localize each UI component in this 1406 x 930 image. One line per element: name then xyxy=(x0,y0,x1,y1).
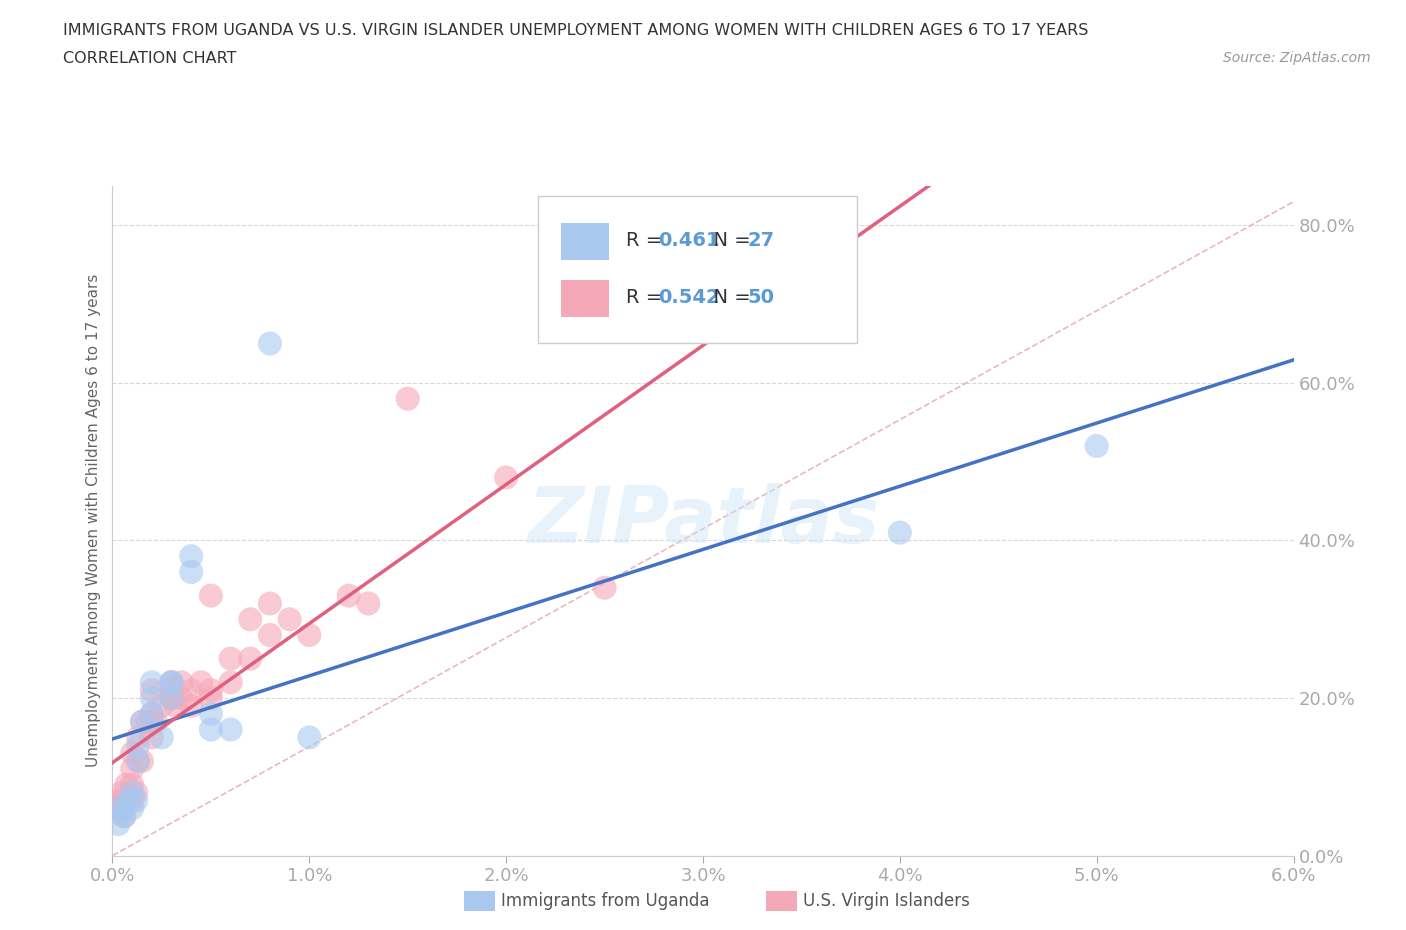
Point xyxy=(200,722,222,737)
Point xyxy=(111,801,134,816)
Point xyxy=(131,714,153,729)
Point xyxy=(141,707,163,722)
Point xyxy=(259,628,281,643)
Text: N =: N = xyxy=(700,288,756,307)
Point xyxy=(219,722,242,737)
Point xyxy=(136,714,159,729)
FancyBboxPatch shape xyxy=(537,196,856,343)
Point xyxy=(150,698,173,713)
Point xyxy=(131,753,153,768)
Point xyxy=(170,691,193,706)
Text: 50: 50 xyxy=(748,288,775,307)
Point xyxy=(121,777,143,792)
Point xyxy=(239,612,262,627)
Point xyxy=(145,714,167,729)
Point xyxy=(107,801,129,816)
Point xyxy=(117,793,139,808)
FancyBboxPatch shape xyxy=(561,223,609,259)
Point xyxy=(141,714,163,729)
Point xyxy=(219,651,242,666)
Point xyxy=(1085,439,1108,454)
Point xyxy=(121,801,143,816)
Point xyxy=(107,801,129,816)
Point xyxy=(125,793,148,808)
Point xyxy=(115,777,138,792)
Point xyxy=(278,612,301,627)
Point xyxy=(150,730,173,745)
Point xyxy=(259,336,281,351)
Point xyxy=(337,588,360,603)
Point xyxy=(141,730,163,745)
Point xyxy=(105,793,128,808)
Point xyxy=(160,691,183,706)
Point xyxy=(105,804,128,819)
Point xyxy=(200,683,222,698)
Point xyxy=(180,683,202,698)
Point xyxy=(160,675,183,690)
Point xyxy=(112,809,135,824)
Point xyxy=(200,588,222,603)
Point xyxy=(125,785,148,800)
Text: N =: N = xyxy=(700,232,756,250)
Point xyxy=(160,691,183,706)
Point xyxy=(112,809,135,824)
Point xyxy=(190,675,212,690)
Text: Source: ZipAtlas.com: Source: ZipAtlas.com xyxy=(1223,51,1371,65)
Point xyxy=(111,804,134,819)
Point xyxy=(160,683,183,698)
Point xyxy=(160,691,183,706)
Point xyxy=(200,691,222,706)
Point xyxy=(180,565,202,579)
Point xyxy=(141,675,163,690)
Point xyxy=(396,392,419,406)
Text: 0.461: 0.461 xyxy=(658,232,720,250)
Point xyxy=(219,675,242,690)
Text: R =: R = xyxy=(626,232,669,250)
Text: 0.542: 0.542 xyxy=(658,288,720,307)
Point xyxy=(357,596,380,611)
Point xyxy=(180,549,202,564)
Point xyxy=(298,730,321,745)
Point xyxy=(889,525,911,540)
Point xyxy=(121,746,143,761)
Text: U.S. Virgin Islanders: U.S. Virgin Islanders xyxy=(803,892,970,910)
Point xyxy=(141,707,163,722)
Point xyxy=(127,753,149,768)
Point xyxy=(131,714,153,729)
Point xyxy=(141,691,163,706)
Point xyxy=(127,737,149,752)
Point xyxy=(107,817,129,831)
Point xyxy=(121,793,143,808)
Text: CORRELATION CHART: CORRELATION CHART xyxy=(63,51,236,66)
Point xyxy=(127,753,149,768)
Point xyxy=(127,730,149,745)
Point xyxy=(200,707,222,722)
Point xyxy=(160,675,183,690)
Point xyxy=(239,651,262,666)
Text: ZIPatlas: ZIPatlas xyxy=(527,483,879,559)
Text: IMMIGRANTS FROM UGANDA VS U.S. VIRGIN ISLANDER UNEMPLOYMENT AMONG WOMEN WITH CHI: IMMIGRANTS FROM UGANDA VS U.S. VIRGIN IS… xyxy=(63,23,1088,38)
Point xyxy=(160,675,183,690)
Point xyxy=(121,762,143,777)
Point xyxy=(170,675,193,690)
Point xyxy=(180,698,202,713)
Point xyxy=(298,628,321,643)
Point xyxy=(141,683,163,698)
Point xyxy=(593,580,616,595)
Y-axis label: Unemployment Among Women with Children Ages 6 to 17 years: Unemployment Among Women with Children A… xyxy=(86,274,101,767)
Text: R =: R = xyxy=(626,288,669,307)
Text: 27: 27 xyxy=(748,232,775,250)
Point xyxy=(111,793,134,808)
FancyBboxPatch shape xyxy=(561,280,609,316)
Point xyxy=(495,470,517,485)
Point xyxy=(165,698,187,713)
Point xyxy=(259,596,281,611)
Point xyxy=(121,785,143,800)
Text: Immigrants from Uganda: Immigrants from Uganda xyxy=(501,892,709,910)
Point xyxy=(111,785,134,800)
